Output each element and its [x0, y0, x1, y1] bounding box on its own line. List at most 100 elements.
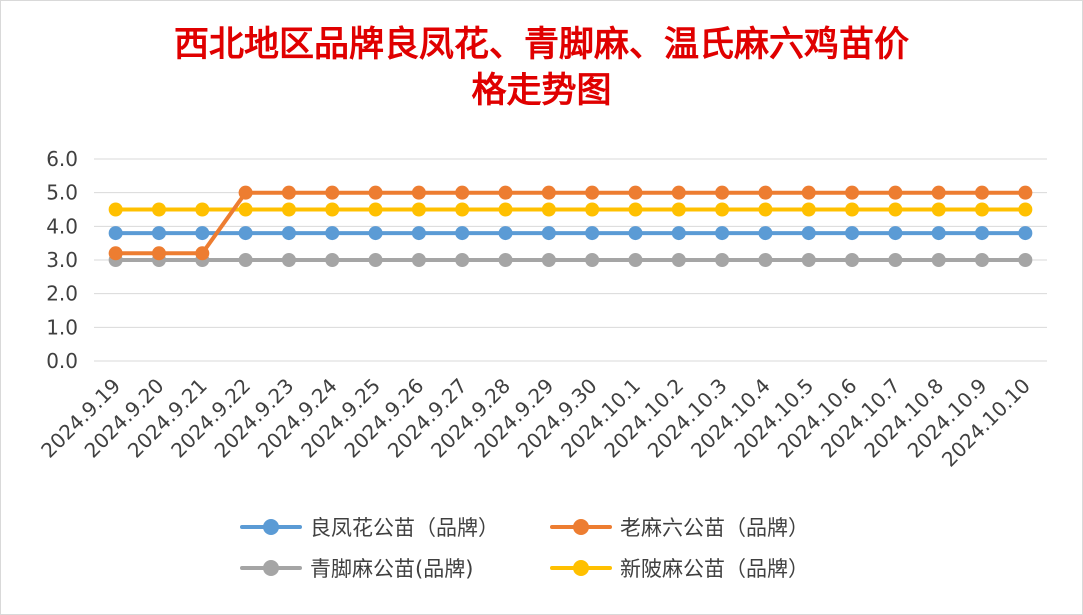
data-point: [455, 202, 470, 217]
data-point: [845, 253, 860, 267]
data-point: [1018, 202, 1033, 217]
data-point: [758, 202, 773, 217]
chart-title-line-1: 西北地区品牌良凤花、青脚麻、温氏麻六鸡苗价: [173, 24, 909, 65]
chart-title: 西北地区品牌良凤花、青脚麻、温氏麻六鸡苗价 格走势图: [0, 22, 1083, 114]
data-point: [108, 202, 123, 217]
data-point: [541, 185, 556, 200]
y-tick-label: 5.0: [46, 181, 78, 205]
data-point: [801, 253, 816, 267]
y-tick-label: 4.0: [46, 214, 78, 238]
data-point: [585, 253, 600, 267]
y-tick-label: 6.0: [46, 147, 78, 171]
legend-swatch-xinpima: [550, 558, 612, 578]
data-point: [715, 202, 730, 217]
data-point: [931, 253, 946, 267]
series-lines: [108, 185, 1033, 267]
data-point: [758, 253, 773, 267]
data-point: [498, 253, 513, 267]
data-point: [975, 185, 990, 200]
data-point: [845, 202, 860, 217]
data-point: [195, 202, 210, 217]
data-point: [238, 226, 253, 241]
legend-item-laomaliu: 老麻六公苗（品牌）: [550, 512, 809, 542]
data-point: [628, 253, 643, 267]
data-point: [195, 226, 210, 241]
x-axis-tick-labels: 2024.9.192024.9.202024.9.212024.9.222024…: [36, 374, 1035, 472]
data-point: [931, 185, 946, 200]
data-point: [498, 202, 513, 217]
legend-swatch-laomaliu: [550, 517, 612, 537]
data-point: [801, 202, 816, 217]
data-point: [411, 202, 426, 217]
data-point: [541, 226, 556, 241]
y-tick-label: 0.0: [46, 349, 78, 373]
data-point: [628, 226, 643, 241]
data-point: [238, 202, 253, 217]
data-point: [411, 253, 426, 267]
legend-label-qingjiaoma: 青脚麻公苗(品牌): [310, 557, 474, 581]
data-point: [845, 226, 860, 241]
chart-title-line-2: 格走势图: [471, 70, 612, 111]
legend-label-laomaliu: 老麻六公苗（品牌）: [620, 516, 809, 540]
data-point: [888, 185, 903, 200]
data-point: [411, 185, 426, 200]
data-point: [585, 226, 600, 241]
data-point: [671, 202, 686, 217]
legend-label-liangfenghua: 良凤花公苗（品牌）: [310, 516, 499, 540]
data-point: [931, 202, 946, 217]
data-point: [151, 246, 166, 261]
data-point: [1018, 185, 1033, 200]
data-point: [368, 185, 383, 200]
data-point: [541, 202, 556, 217]
data-point: [1018, 253, 1033, 267]
data-point: [281, 226, 296, 241]
data-point: [931, 226, 946, 241]
data-point: [238, 253, 253, 267]
data-point: [671, 253, 686, 267]
data-point: [325, 202, 340, 217]
data-point: [195, 246, 210, 261]
legend-swatch-liangfenghua: [240, 517, 302, 537]
series-1: [108, 185, 1033, 261]
data-point: [498, 185, 513, 200]
data-point: [715, 253, 730, 267]
data-point: [715, 226, 730, 241]
y-tick-label: 1.0: [46, 315, 78, 339]
series-3: [108, 202, 1033, 217]
legend-item-qingjiaoma: 青脚麻公苗(品牌): [240, 553, 473, 583]
data-point: [585, 185, 600, 200]
data-point: [1018, 226, 1033, 241]
data-point: [325, 253, 340, 267]
y-axis-tick-labels: 0.0 1.0 2.0 3.0 4.0 5.0 6.0: [46, 147, 78, 373]
legend-label-xinpima: 新陂麻公苗（品牌）: [620, 557, 809, 581]
data-point: [888, 202, 903, 217]
series-line-1: [113, 190, 1028, 256]
data-point: [368, 253, 383, 267]
data-point: [671, 226, 686, 241]
data-point: [455, 185, 470, 200]
data-point: [888, 226, 903, 241]
data-point: [325, 185, 340, 200]
data-point: [801, 185, 816, 200]
data-point: [628, 202, 643, 217]
legend-item-xinpima: 新陂麻公苗（品牌）: [550, 553, 809, 583]
data-point: [151, 226, 166, 241]
data-point: [108, 226, 123, 241]
data-point: [368, 202, 383, 217]
data-point: [281, 202, 296, 217]
data-point: [801, 226, 816, 241]
data-point: [758, 185, 773, 200]
data-point: [238, 185, 253, 200]
data-point: [411, 226, 426, 241]
data-point: [281, 253, 296, 267]
data-point: [585, 202, 600, 217]
series-2: [108, 253, 1033, 267]
data-point: [108, 246, 123, 261]
data-point: [368, 226, 383, 241]
data-point: [628, 185, 643, 200]
data-point: [281, 185, 296, 200]
data-point: [498, 226, 513, 241]
data-point: [325, 226, 340, 241]
